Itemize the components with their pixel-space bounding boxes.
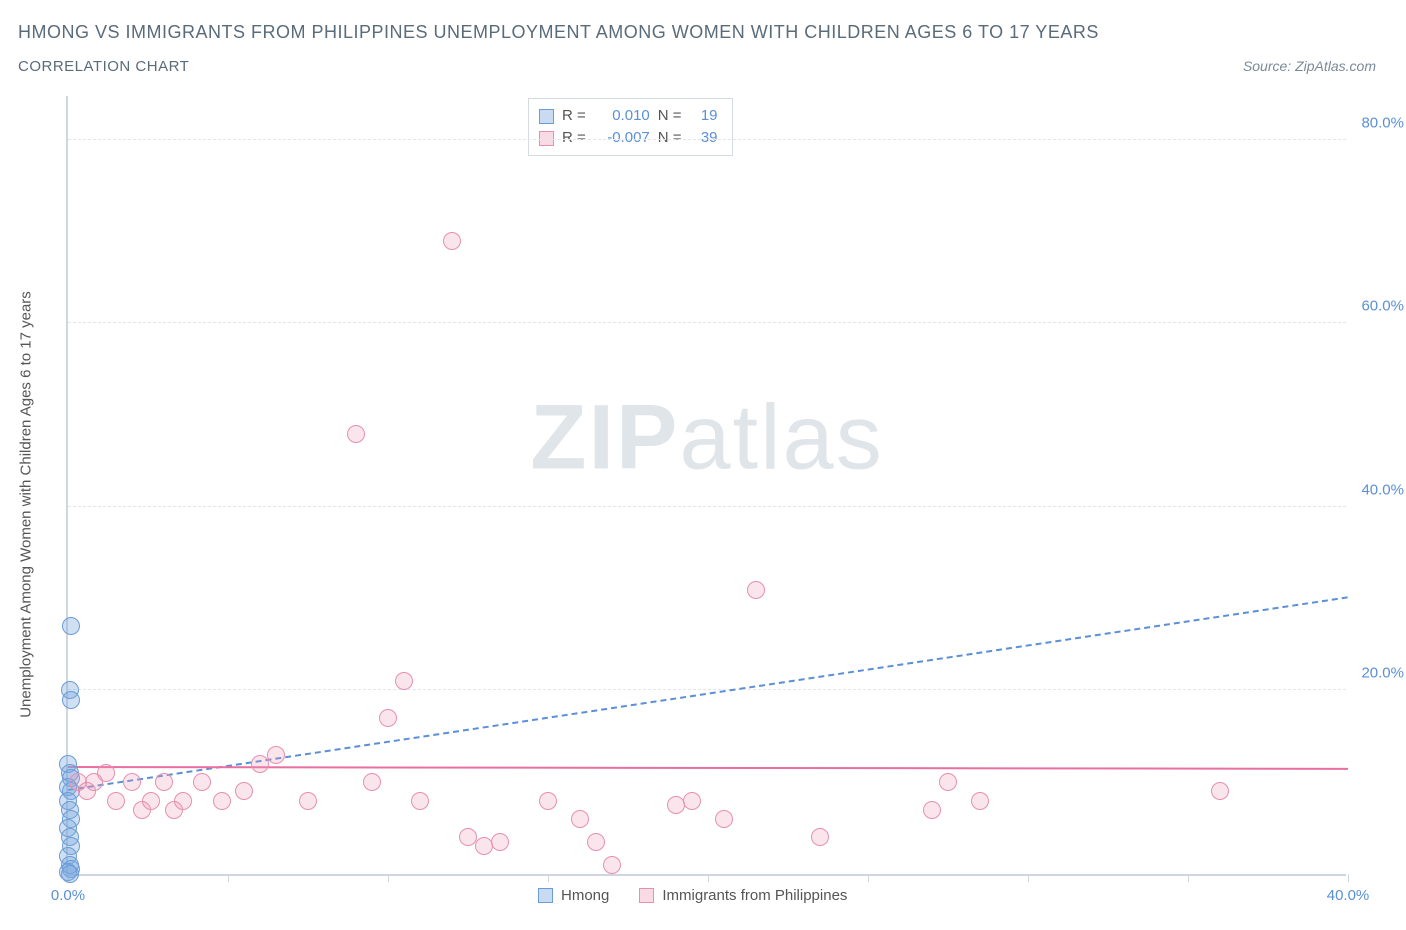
scatter-plot: ZIPatlas R = 0.010 N = 19 R = -0.007 N =…: [66, 96, 1346, 876]
x-tick: [548, 874, 549, 882]
y-tick-label: 40.0%: [1361, 481, 1404, 498]
data-point-philippines: [107, 792, 125, 810]
data-point-philippines: [142, 792, 160, 810]
x-tick-label: 40.0%: [1327, 887, 1370, 904]
data-point-philippines: [299, 792, 317, 810]
chart-title: HMONG VS IMMIGRANTS FROM PHILIPPINES UNE…: [18, 22, 1099, 43]
data-point-philippines: [267, 746, 285, 764]
footer-legend-label: Immigrants from Philippines: [662, 887, 847, 904]
hmong-swatch-icon: [538, 888, 553, 903]
footer-legend-philippines: Immigrants from Philippines: [639, 887, 847, 904]
n-label: N =: [658, 105, 682, 127]
x-tick: [868, 874, 869, 882]
chart-subtitle: CORRELATION CHART: [18, 58, 189, 75]
data-point-philippines: [347, 425, 365, 443]
x-tick: [1028, 874, 1029, 882]
x-tick: [1348, 874, 1349, 882]
data-point-philippines: [715, 810, 733, 828]
watermark: ZIPatlas: [530, 386, 883, 491]
source-attribution: Source: ZipAtlas.com: [1243, 58, 1376, 74]
gridline: [68, 506, 1346, 507]
data-point-philippines: [491, 833, 509, 851]
y-axis-label: Unemployment Among Women with Children A…: [18, 291, 35, 718]
data-point-philippines: [923, 801, 941, 819]
data-point-philippines: [155, 773, 173, 791]
gridline: [68, 139, 1346, 140]
data-point-philippines: [235, 782, 253, 800]
data-point-philippines: [411, 792, 429, 810]
hmong-n-value: 19: [690, 105, 718, 127]
data-point-philippines: [363, 773, 381, 791]
data-point-philippines: [193, 773, 211, 791]
x-tick: [228, 874, 229, 882]
x-tick-label: 0.0%: [51, 887, 85, 904]
data-point-philippines: [571, 810, 589, 828]
legend-stats-box: R = 0.010 N = 19 R = -0.007 N = 39: [528, 98, 733, 156]
data-point-hmong: [62, 617, 80, 635]
data-point-philippines: [811, 828, 829, 846]
data-point-philippines: [251, 755, 269, 773]
data-point-philippines: [213, 792, 231, 810]
data-point-philippines: [395, 672, 413, 690]
data-point-philippines: [683, 792, 701, 810]
x-tick: [388, 874, 389, 882]
data-point-philippines: [174, 792, 192, 810]
footer-legend: Hmong Immigrants from Philippines: [538, 887, 847, 904]
data-point-philippines: [1211, 782, 1229, 800]
y-tick-label: 20.0%: [1361, 665, 1404, 682]
data-point-philippines: [971, 792, 989, 810]
x-tick: [708, 874, 709, 882]
gridline: [68, 689, 1346, 690]
footer-legend-label: Hmong: [561, 887, 609, 904]
data-point-hmong: [61, 865, 79, 883]
y-tick-label: 80.0%: [1361, 114, 1404, 131]
data-point-philippines: [587, 833, 605, 851]
data-point-philippines: [539, 792, 557, 810]
philippines-swatch-icon: [639, 888, 654, 903]
data-point-philippines: [97, 764, 115, 782]
footer-legend-hmong: Hmong: [538, 887, 609, 904]
chart-area: Unemployment Among Women with Children A…: [46, 96, 1386, 896]
gridline: [68, 322, 1346, 323]
hmong-swatch-icon: [539, 109, 554, 124]
data-point-philippines: [123, 773, 141, 791]
x-tick: [1188, 874, 1189, 882]
hmong-r-value: 0.010: [594, 105, 650, 127]
legend-stats-row-hmong: R = 0.010 N = 19: [539, 105, 718, 127]
data-point-philippines: [747, 581, 765, 599]
data-point-hmong: [62, 691, 80, 709]
data-point-philippines: [379, 709, 397, 727]
y-tick-label: 60.0%: [1361, 298, 1404, 315]
r-label: R =: [562, 105, 586, 127]
data-point-philippines: [603, 856, 621, 874]
data-point-philippines: [939, 773, 957, 791]
data-point-philippines: [443, 232, 461, 250]
